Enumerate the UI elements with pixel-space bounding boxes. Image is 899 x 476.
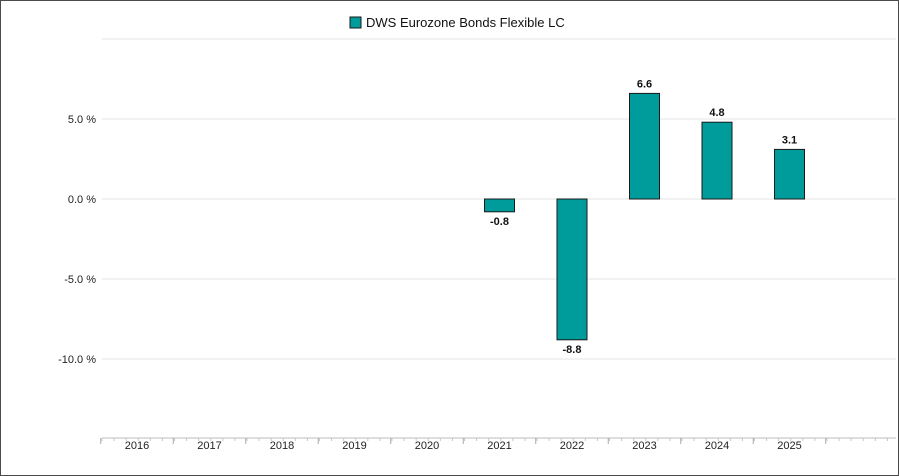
bar-2022 [556, 198, 588, 341]
x-axis [100, 437, 896, 444]
bar-2025 [774, 148, 805, 200]
legend-swatch [349, 16, 362, 29]
y-tick-label: 5.0 % [68, 114, 96, 126]
x-tick-label-2020: 2020 [415, 440, 439, 452]
data-label-2022: -8.8 [563, 344, 582, 356]
x-tick-label-2019: 2019 [342, 440, 366, 452]
data-label-2025: 3.1 [782, 134, 797, 146]
y-tick-label: 0.0 % [68, 194, 96, 206]
bars [484, 92, 805, 341]
bar-2024 [701, 121, 733, 200]
bar-2021 [484, 198, 515, 213]
x-tick-label-2022: 2022 [560, 440, 584, 452]
x-tick-labels: 2016 2017 2018 2019 2020 2021 2022 2023 2024 2025 [125, 440, 802, 452]
x-tick-label-2016: 2016 [125, 440, 149, 452]
bar-2023 [629, 92, 660, 200]
y-tick-label: -5.0 % [64, 274, 96, 286]
x-tick-label-2024: 2024 [705, 440, 729, 452]
x-tick-label-2018: 2018 [270, 440, 294, 452]
gridlines [102, 38, 896, 360]
legend: DWS Eurozone Bonds Flexible LC [349, 15, 565, 30]
x-tick-label-2025: 2025 [777, 440, 801, 452]
data-labels: -0.8 -8.8 6.6 4.8 3.1 [490, 78, 797, 355]
y-tick-label: -10.0 % [58, 354, 96, 366]
data-label-2021: -0.8 [490, 216, 509, 228]
x-tick-label-2021: 2021 [487, 440, 511, 452]
data-label-2023: 6.6 [637, 78, 652, 90]
legend-label: DWS Eurozone Bonds Flexible LC [366, 15, 565, 30]
data-label-2024: 4.8 [709, 107, 724, 119]
y-tick-labels: 5.0 % 0.0 % -5.0 % -10.0 % [58, 114, 96, 366]
x-tick-label-2023: 2023 [632, 440, 656, 452]
x-tick-label-2017: 2017 [197, 440, 221, 452]
